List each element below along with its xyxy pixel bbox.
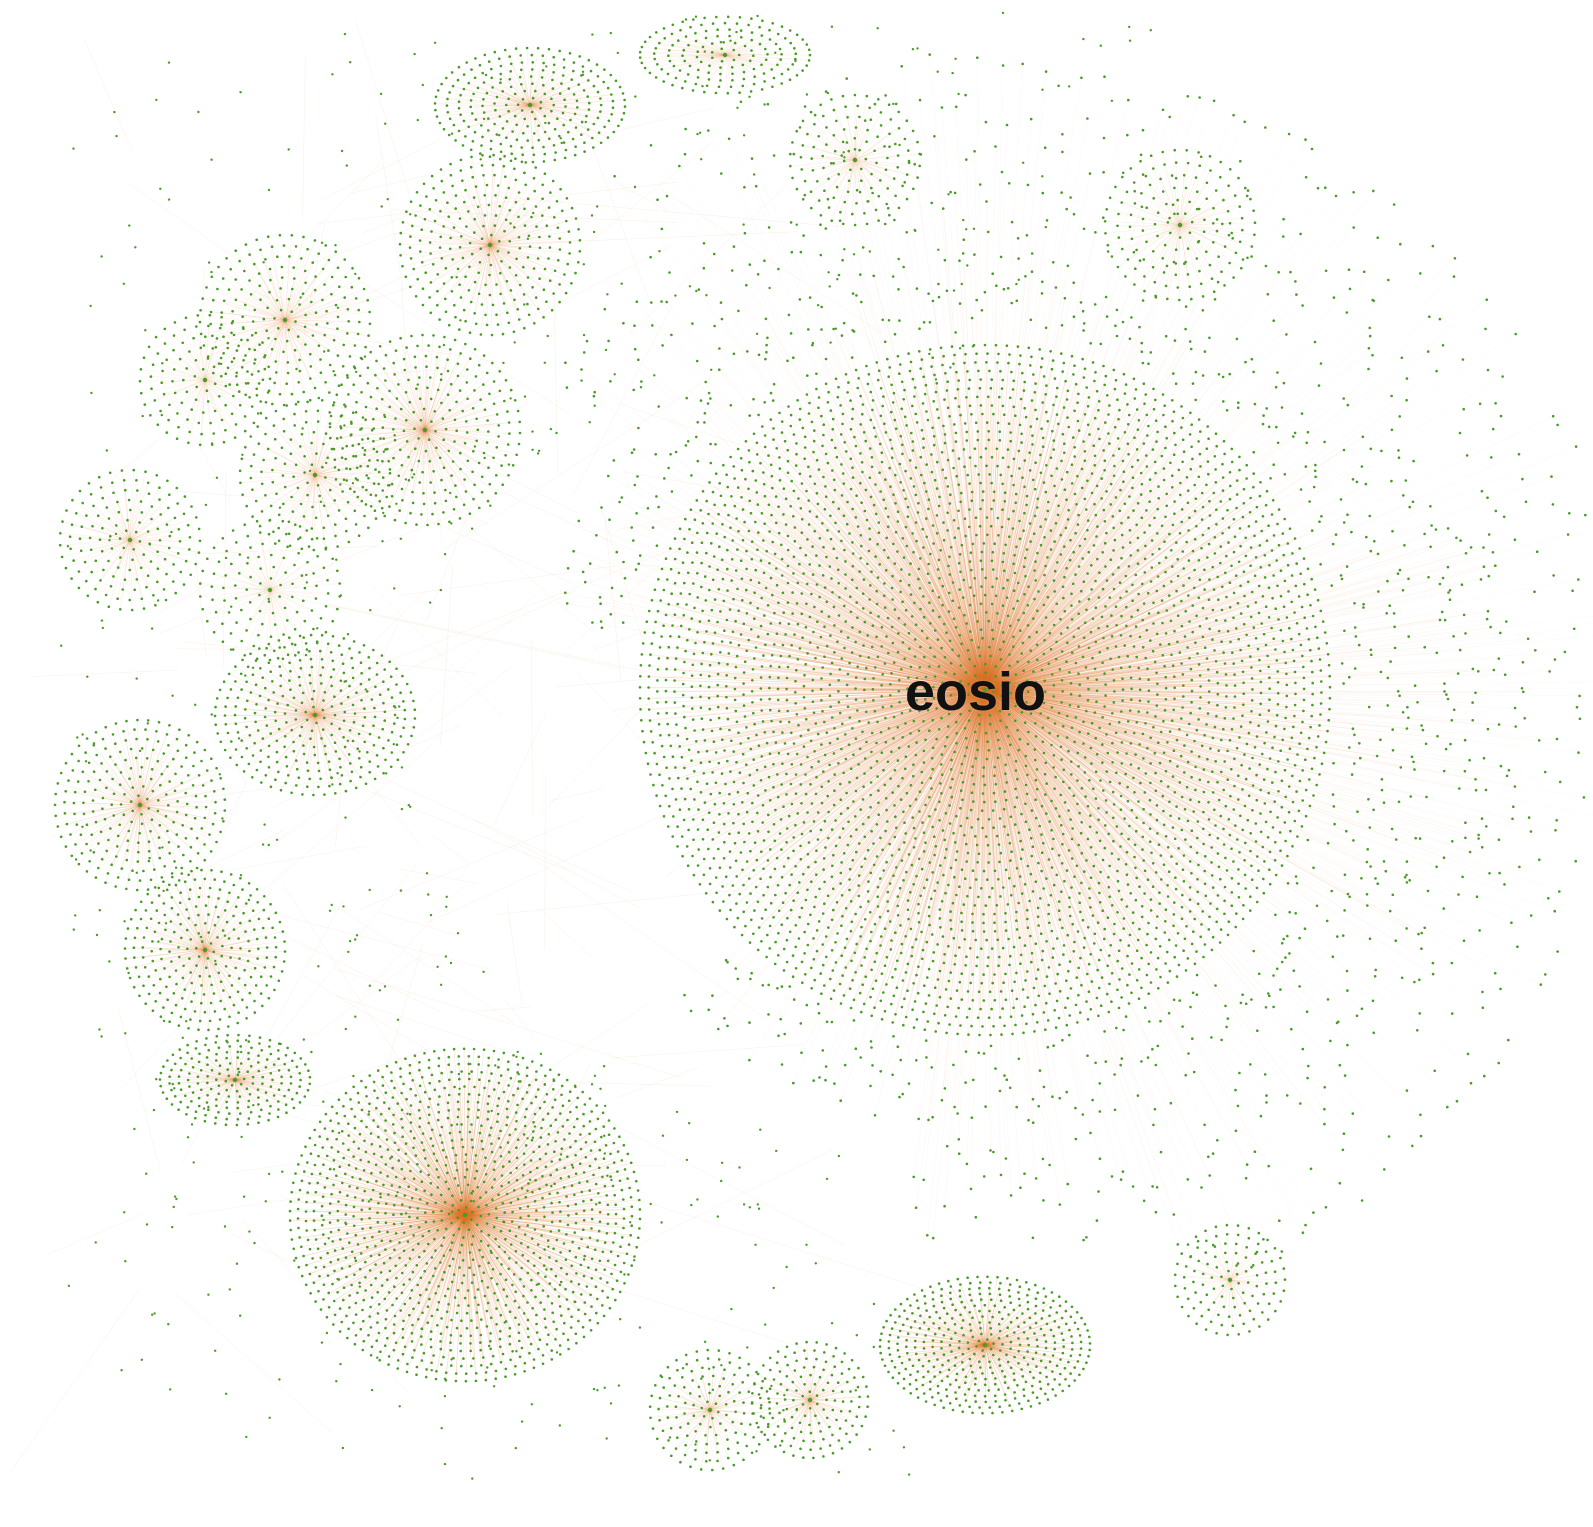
graph-edge [985, 277, 1454, 690]
graph-edge [985, 690, 1483, 1008]
graph-edge [985, 258, 1455, 690]
edges-layer [11, 17, 1593, 1470]
